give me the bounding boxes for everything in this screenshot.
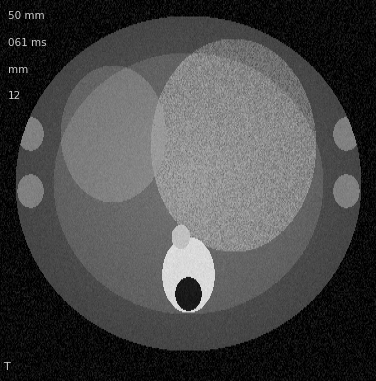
Text: O: O [284,189,290,197]
Text: mm: mm [8,65,28,75]
X-axis label: Pixel Values of Circle 1: Pixel Values of Circle 1 [156,367,265,377]
Text: 1: 1 [286,189,292,197]
Text: 50 mm: 50 mm [8,11,44,21]
Text: 061 ms: 061 ms [8,38,46,48]
Text: T: T [4,362,11,371]
Text: 12: 12 [8,91,21,101]
